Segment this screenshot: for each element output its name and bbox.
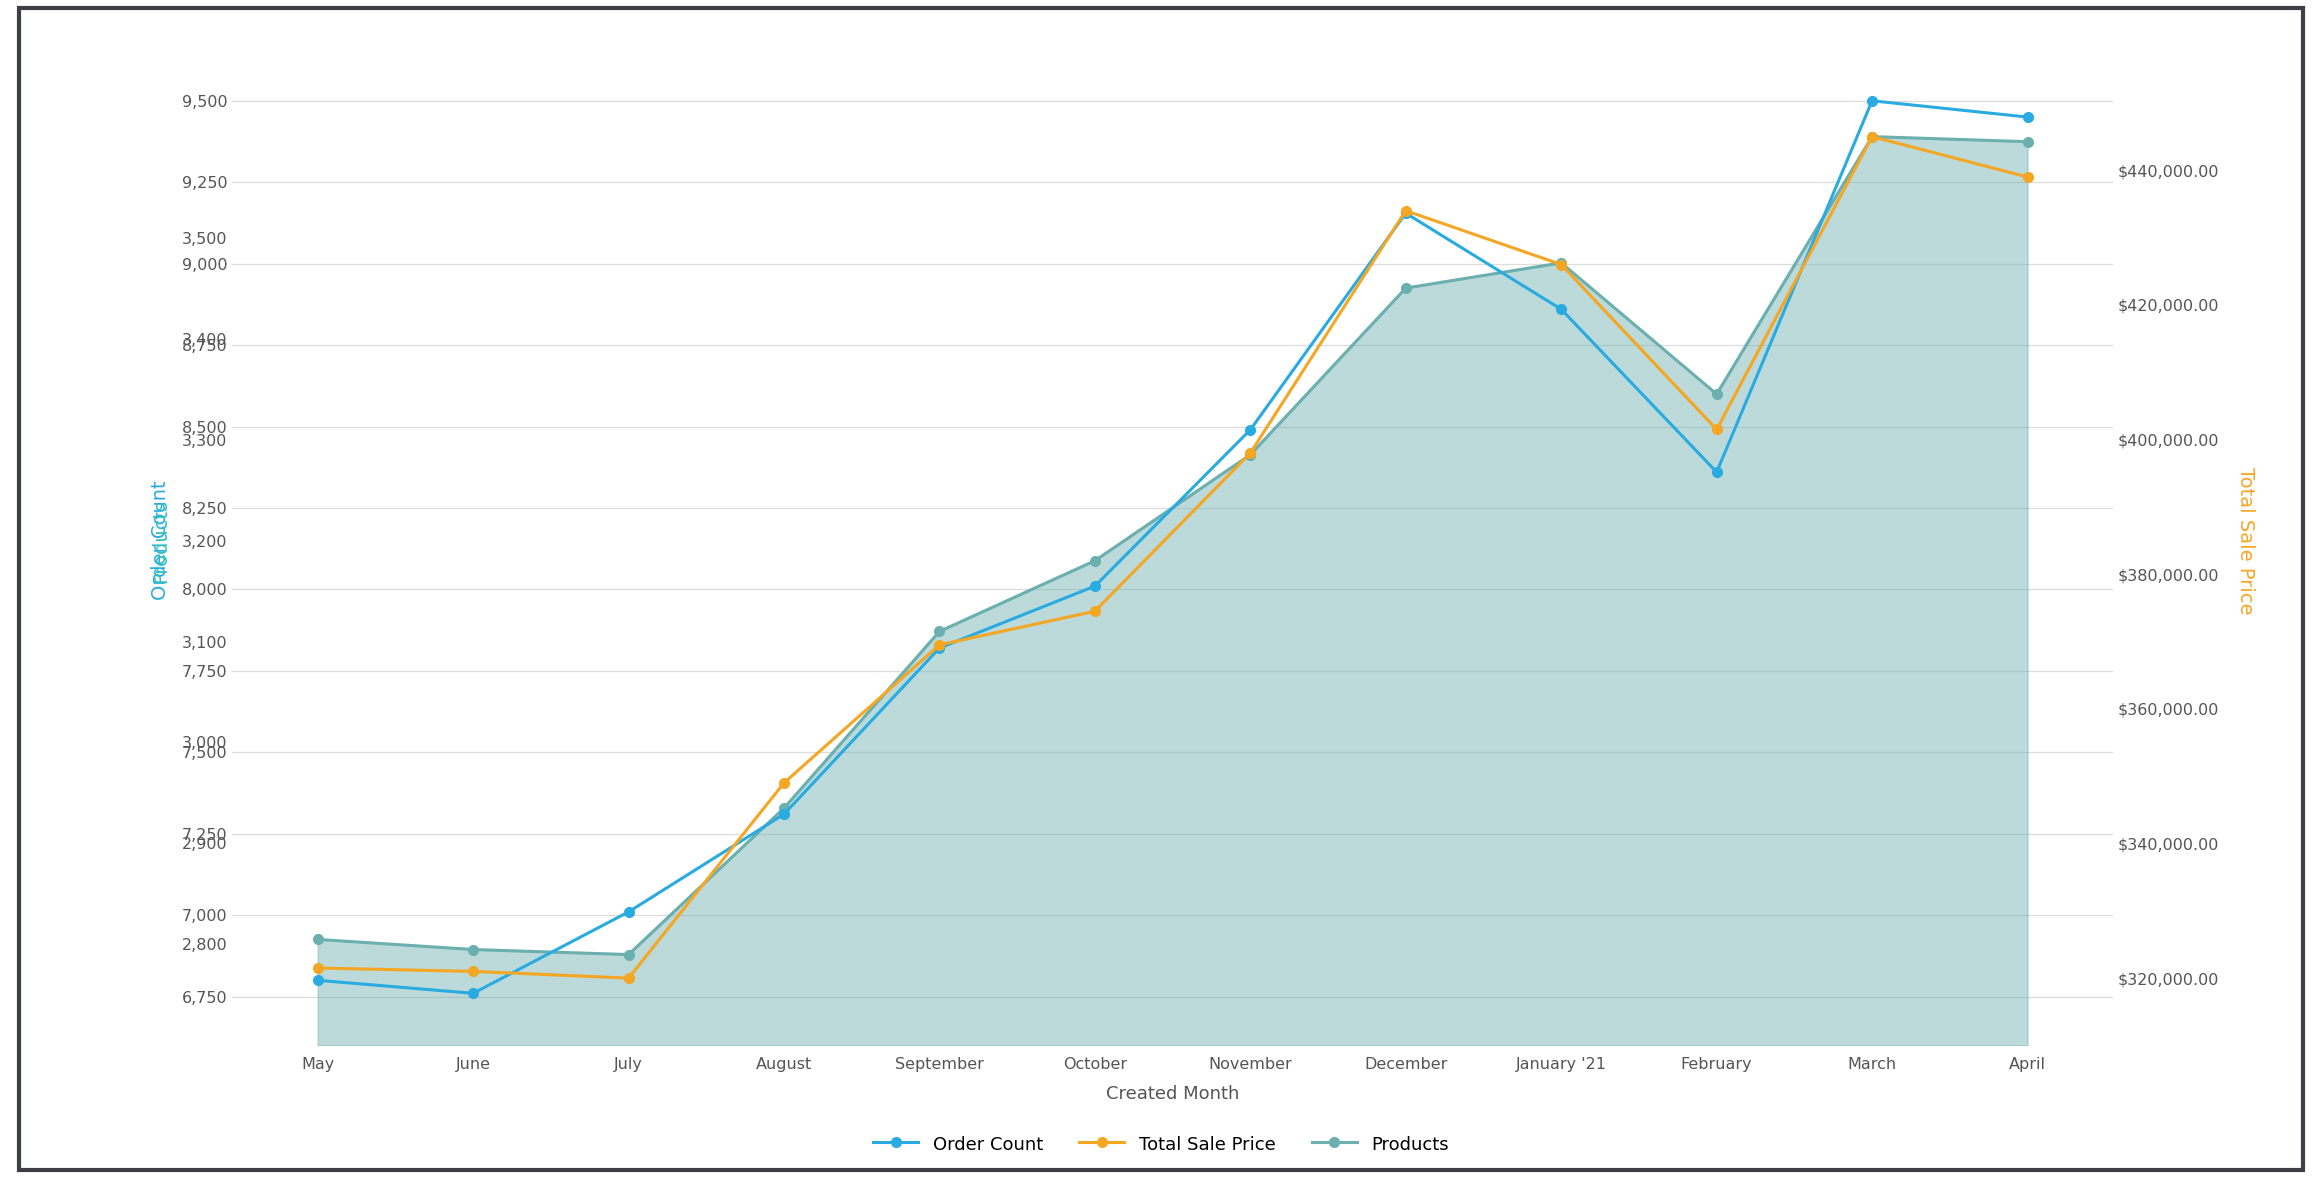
Line: Total Sale Price: Total Sale Price (313, 132, 2032, 982)
Total Sale Price (1858, 129, 1885, 144)
Total Sale Price (1235, 446, 1263, 460)
Products (1858, 129, 1885, 144)
Line: Products: Products (313, 132, 2032, 960)
Total Sale Price (304, 961, 332, 975)
Legend: Order Count, Total Sale Price, Products: Order Count, Total Sale Price, Products (866, 1127, 1456, 1161)
Products (460, 942, 488, 956)
Y-axis label: Order Count: Order Count (151, 481, 170, 600)
Products (2013, 134, 2041, 148)
Order Count (1702, 465, 1730, 479)
Order Count (1235, 423, 1263, 437)
Products (1391, 282, 1419, 296)
Order Count (460, 986, 488, 1000)
Total Sale Price (1546, 258, 1574, 272)
Products (1082, 554, 1110, 568)
X-axis label: Created Month: Created Month (1105, 1086, 1240, 1104)
Total Sale Price (1702, 423, 1730, 437)
Total Sale Price (1391, 203, 1419, 217)
Order Count (1391, 206, 1419, 220)
Total Sale Price (460, 965, 488, 979)
Order Count (1546, 302, 1574, 316)
Total Sale Price (771, 776, 799, 790)
Line: Order Count: Order Count (313, 96, 2032, 998)
Order Count (2013, 110, 2041, 125)
Order Count (1082, 579, 1110, 593)
Total Sale Price (926, 638, 954, 652)
Products (771, 801, 799, 815)
Products (304, 933, 332, 947)
Total Sale Price (1082, 605, 1110, 619)
Y-axis label: Products: Products (151, 499, 170, 582)
Order Count (304, 973, 332, 987)
Order Count (926, 640, 954, 655)
Products (1235, 448, 1263, 462)
Order Count (771, 807, 799, 821)
Total Sale Price (615, 971, 643, 985)
Products (615, 948, 643, 962)
Order Count (615, 905, 643, 920)
Total Sale Price (2013, 170, 2041, 184)
Products (1702, 387, 1730, 402)
Products (926, 625, 954, 639)
Y-axis label: Total Sale Price: Total Sale Price (2236, 467, 2255, 614)
Order Count (1858, 94, 1885, 108)
Products (1546, 255, 1574, 270)
